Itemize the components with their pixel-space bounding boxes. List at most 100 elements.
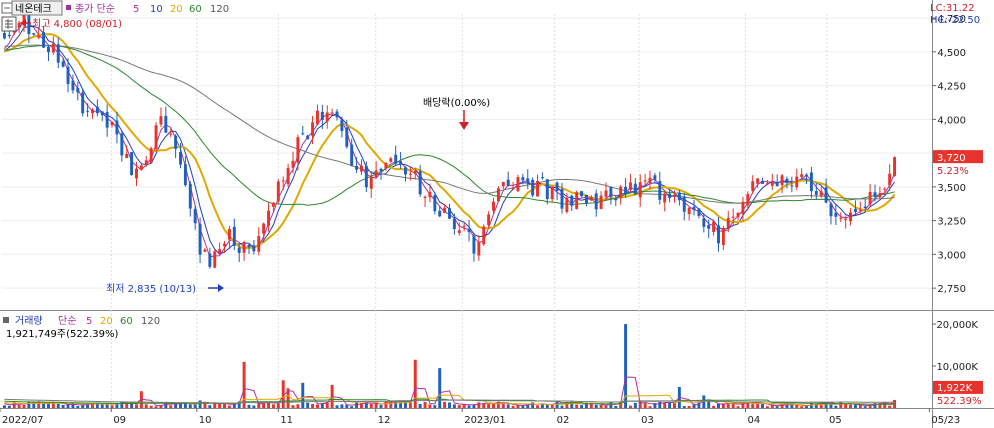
candle [91, 107, 94, 119]
candle [95, 99, 99, 117]
candle [477, 235, 481, 261]
candle [795, 168, 799, 191]
lc-label: LC:31.22 [930, 3, 975, 14]
candle [66, 58, 70, 93]
candle [325, 105, 329, 129]
volume-bar [271, 404, 275, 408]
low-annotation: 최저 2,835 (10/13) [106, 283, 224, 295]
volume-bar [457, 405, 461, 408]
volume-bar [805, 406, 808, 408]
volume-bar [663, 402, 667, 408]
candle [345, 120, 349, 149]
candle [883, 187, 887, 195]
candle [42, 26, 46, 49]
volume-bar [193, 403, 197, 408]
volume-bar [492, 403, 495, 408]
volume-bar [37, 401, 41, 408]
volume-panel-icon[interactable] [3, 317, 9, 323]
volume-bar [360, 403, 363, 408]
candle [878, 186, 882, 199]
candle [780, 174, 784, 194]
candle [604, 182, 608, 201]
volume-bar [775, 406, 779, 408]
y-tick-label: 3,000 [937, 250, 966, 261]
volume-bar [824, 402, 828, 408]
volume-bar [42, 402, 46, 408]
volume-bar [526, 404, 530, 408]
volume-bar [115, 403, 119, 408]
candle [374, 161, 378, 179]
candle [677, 189, 681, 206]
ma20-line [4, 33, 896, 250]
candle [340, 116, 344, 138]
volume-bar [570, 401, 574, 408]
volume-bar [301, 382, 305, 408]
candle [599, 191, 603, 210]
volume-legend-ma5: 5 [86, 316, 92, 327]
volume-bar [418, 403, 422, 408]
candle [844, 215, 848, 229]
candle [418, 165, 422, 197]
volume-bar [604, 405, 608, 408]
candle [281, 176, 285, 191]
volume-bar [521, 404, 525, 408]
stock-name-box[interactable] [11, 0, 63, 16]
high-label: 최고 4,800 (08/01) [32, 18, 122, 30]
candle [100, 111, 104, 122]
candle [506, 171, 510, 187]
candle [462, 222, 466, 232]
volume-bar [125, 402, 129, 408]
volume-bar [433, 405, 437, 408]
volume-bar [736, 406, 740, 408]
candle [873, 184, 877, 202]
volume-bar [135, 404, 138, 408]
candle [521, 173, 525, 185]
candle [17, 20, 21, 33]
candle [555, 181, 559, 201]
volume-title: 거래량 [15, 315, 43, 327]
volume-bar [550, 404, 554, 408]
candle [800, 168, 804, 180]
candle [682, 192, 686, 221]
legend-marker [66, 5, 71, 10]
candle [315, 104, 319, 126]
volume-bar [369, 403, 373, 408]
volume-bar [428, 404, 432, 408]
candle [805, 173, 808, 184]
volume-y-tick-label: 10,000K [936, 362, 978, 373]
volume-bar [545, 404, 549, 408]
volume-bar [159, 405, 163, 408]
candle [770, 173, 774, 190]
candle [286, 163, 290, 187]
candle [223, 240, 226, 253]
dividend-annotation: 배당락(0.00%) [423, 97, 490, 130]
candle [511, 181, 515, 191]
volume-bar [770, 404, 774, 408]
volume-bar [384, 401, 388, 408]
candle [56, 37, 60, 69]
candle [545, 178, 549, 205]
volume-bar [487, 402, 491, 408]
volume-bar [95, 403, 99, 408]
candle [360, 159, 363, 176]
volume-bar [501, 402, 505, 408]
volume-ma120-line [4, 398, 895, 404]
candle [501, 181, 505, 190]
volume-bar [638, 401, 642, 408]
candle [643, 173, 647, 187]
candle [110, 121, 114, 128]
volume-bar [741, 401, 745, 408]
candle [839, 212, 843, 222]
volume-bar [682, 406, 686, 408]
candle [614, 194, 618, 207]
volume-legend-ma120: 120 [141, 316, 160, 327]
volume-bar [609, 401, 613, 408]
candle [218, 242, 222, 255]
candle [330, 108, 334, 115]
candle [560, 182, 564, 214]
volume-bar [208, 405, 212, 408]
volume-legend-ma20: 20 [100, 316, 113, 327]
volume-bar [506, 404, 510, 408]
candle [306, 134, 310, 140]
volume-bar [237, 401, 241, 408]
